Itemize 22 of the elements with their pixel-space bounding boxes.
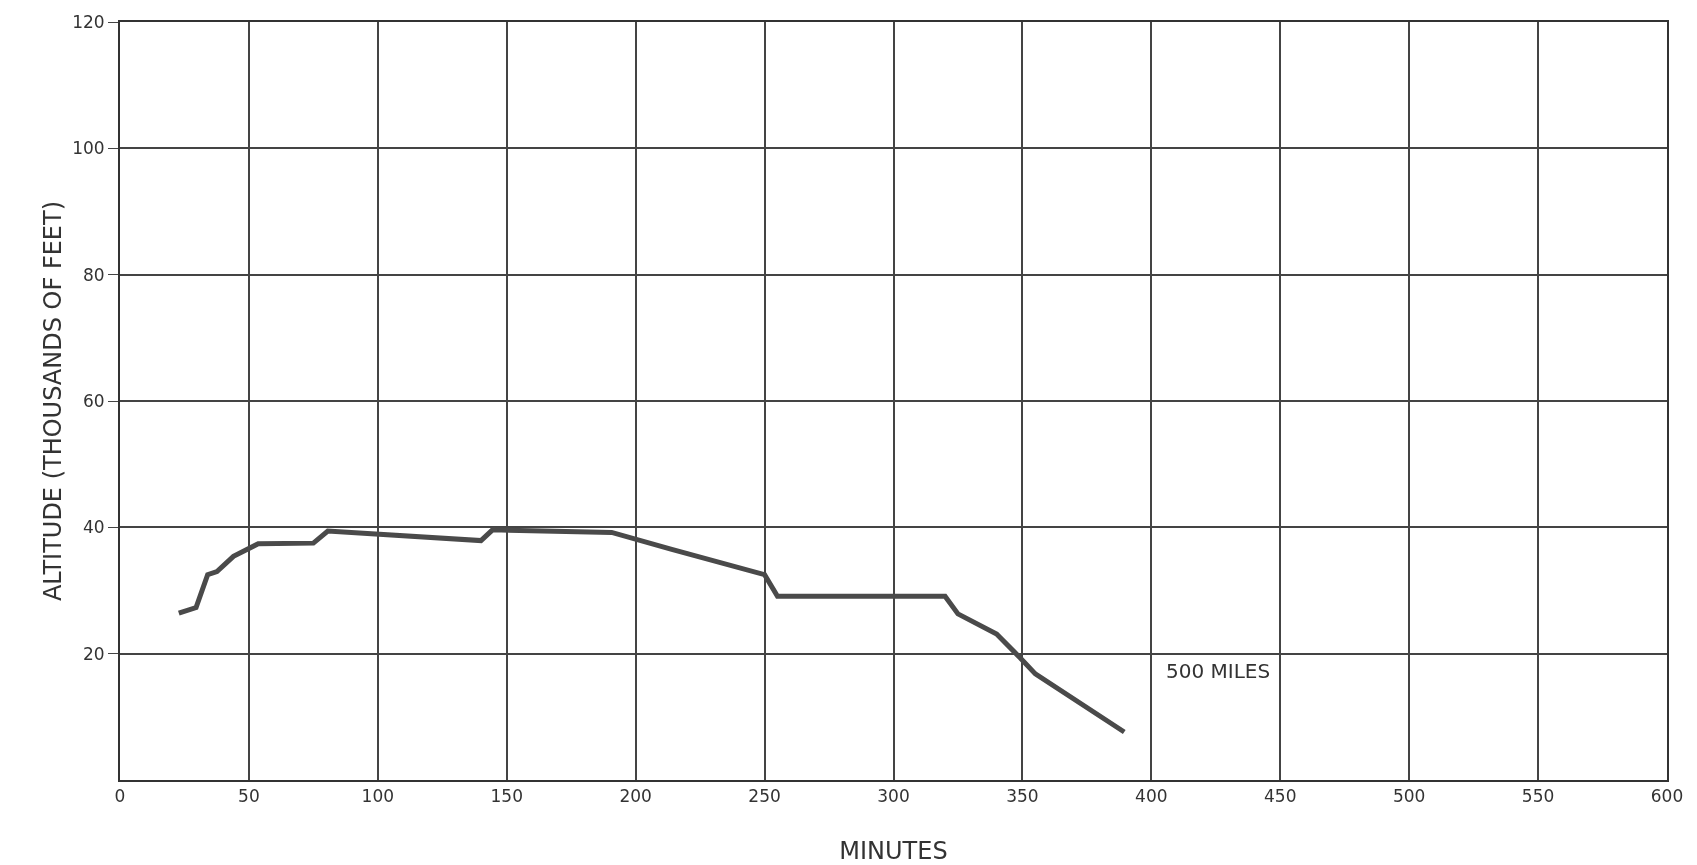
- x-tick-label: 50: [238, 786, 260, 807]
- x-tick-label: 350: [1006, 786, 1039, 807]
- x-tick-label: 100: [361, 786, 395, 807]
- annotation: 500 MILES: [1166, 659, 1271, 683]
- y-tick-label: 80: [82, 264, 105, 285]
- y-tick-label: 20: [82, 643, 105, 664]
- y-axis-title: ALTITUDE (THOUSANDS OF FEET): [39, 200, 67, 602]
- x-axis-title: MINUTES: [839, 837, 948, 865]
- x-tick-label: 250: [748, 786, 781, 807]
- y-tick-label: 120: [72, 11, 105, 32]
- y-tick-label: 40: [82, 517, 105, 538]
- x-tick-label: 450: [1264, 786, 1297, 807]
- y-tick-label: 100: [72, 138, 105, 159]
- y-tick-label: 60: [82, 390, 105, 411]
- x-tick-label: 150: [490, 786, 523, 807]
- x-tick-label: 400: [1135, 786, 1168, 807]
- x-tick-label: 600: [1650, 786, 1684, 807]
- x-tick-label: 200: [619, 786, 652, 807]
- x-tick-label: 0: [114, 786, 126, 807]
- x-tick-label: 300: [877, 786, 910, 807]
- x-tick-label: 550: [1521, 786, 1555, 807]
- x-tick-label: 500: [1392, 786, 1426, 807]
